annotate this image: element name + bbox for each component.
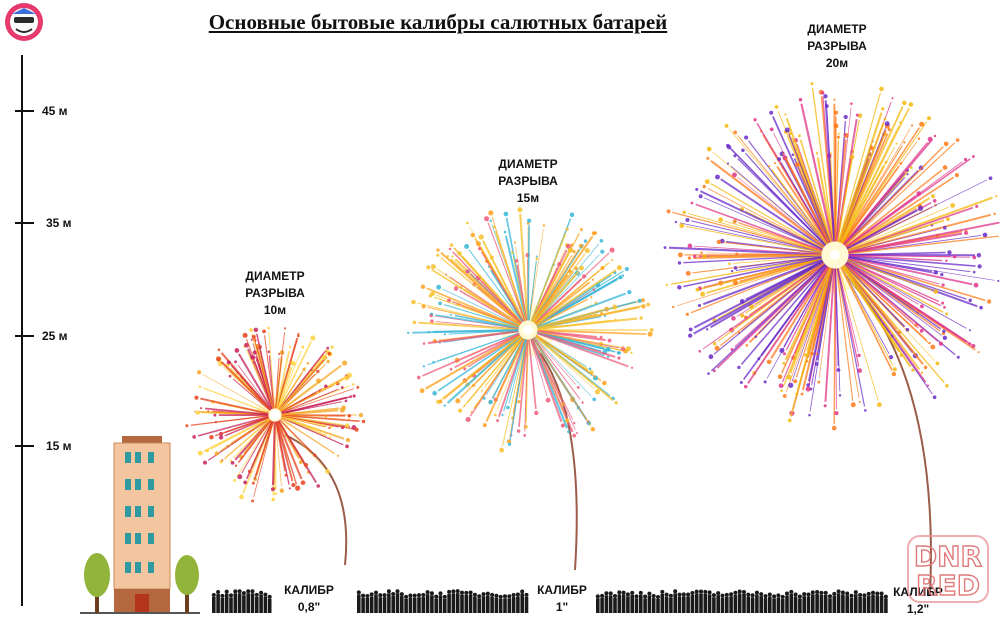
caliber-label-large: КАЛИБР 1,2" [893,584,943,618]
crowd-silhouettes [211,589,888,613]
watermark: DNR RED [907,535,989,603]
caliber-label: КАЛИБР [284,583,334,597]
caliber-value: 0,8" [297,600,321,614]
watermark-line1: DNR [914,540,982,573]
scale-label: 15 м [46,439,72,453]
tree [175,555,199,613]
diameter-value: 10м [263,303,287,317]
scale-label: 45 м [42,104,68,118]
diameter-label-small: ДИАМЕТР РАЗРЫВА 10м [245,268,305,319]
firework-burst-small [185,326,366,566]
logo-icon [5,3,43,41]
caliber-label: КАЛИБР [893,585,943,599]
watermark-line2: RED [916,569,980,602]
diameter-line1: ДИАМЕТР [807,22,867,36]
diameter-value: 15м [516,191,540,205]
scale-label: 25 м [42,329,68,343]
diameter-line1: ДИАМЕТР [245,269,305,283]
diameter-line2: РАЗРЫВА [498,174,558,188]
building [80,436,200,614]
scale-label: 35 м [46,216,72,230]
caliber-value: 1" [555,600,569,614]
firework-burst-large [663,82,1000,596]
diameter-label-large: ДИАМЕТР РАЗРЫВА 20м [807,21,867,72]
diameter-line2: РАЗРЫВА [807,39,867,53]
firework-burst-medium [407,207,654,571]
caliber-label-small: КАЛИБР 0,8" [284,582,334,616]
caliber-label-medium: КАЛИБР 1" [537,582,587,616]
caliber-label: КАЛИБР [537,583,587,597]
diameter-label-medium: ДИАМЕТР РАЗРЫВА 15м [498,156,558,207]
diameter-line2: РАЗРЫВА [245,286,305,300]
caliber-value: 1,2" [906,602,930,616]
tree [84,553,110,613]
page-title: Основные бытовые калибры салютных батаре… [208,10,668,34]
diameter-value: 20м [825,56,849,70]
diameter-line1: ДИАМЕТР [498,157,558,171]
